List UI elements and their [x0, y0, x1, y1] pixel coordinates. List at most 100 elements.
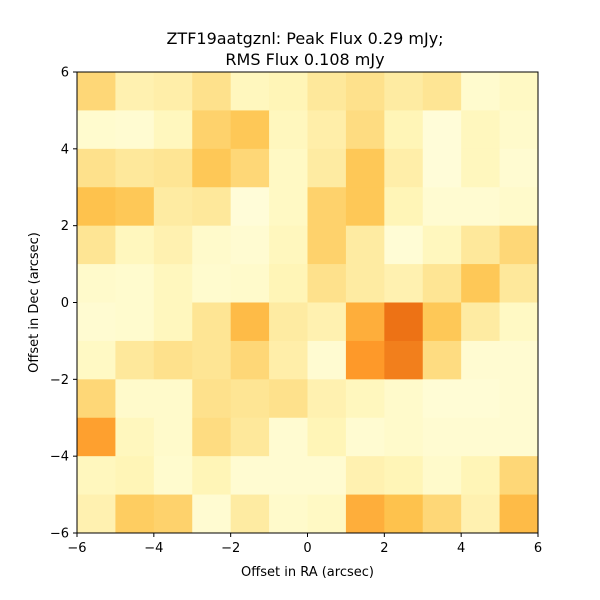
heatmap-cell: [499, 417, 539, 457]
y-tick-label: 6: [61, 66, 69, 81]
heatmap-cell: [192, 72, 232, 111]
heatmap-cell: [499, 225, 539, 265]
chart-title-line-1: ZTF19aatgznl: Peak Flux 0.29 mJy;: [166, 29, 443, 48]
heatmap-cell: [153, 148, 193, 188]
heatmap-cell: [153, 110, 193, 150]
heatmap-cell: [384, 148, 424, 188]
heatmap-cell: [230, 225, 270, 265]
heatmap-cell: [269, 264, 308, 303]
heatmap-cell: [384, 72, 424, 111]
heatmap-cell: [153, 187, 193, 227]
x-axis-label: Offset in RA (arcsec): [241, 565, 374, 580]
heatmap-cell: [115, 72, 155, 111]
heatmap-cell: [307, 340, 347, 380]
heatmap-cell: [345, 148, 385, 188]
heatmap-cell: [115, 494, 155, 534]
heatmap-cell: [384, 340, 424, 380]
heatmap-cell: [192, 456, 232, 496]
y-tick-label: 2: [61, 219, 69, 234]
heatmap-cell: [192, 264, 232, 303]
heatmap-cell: [422, 340, 462, 380]
heatmap-cell: [384, 379, 424, 419]
heatmap-cell: [77, 494, 116, 534]
heatmap-cell: [345, 72, 385, 111]
heatmap-cell: [345, 456, 385, 496]
heatmap-cell: [461, 340, 501, 380]
heatmap-cell: [461, 494, 501, 534]
y-tick-label: 0: [61, 296, 69, 311]
y-axis-ticks: −6 −4 −2 0 2 4 6: [50, 66, 77, 542]
heatmap-cell: [269, 187, 308, 227]
heatmap-cell: [230, 379, 270, 419]
heatmap-cell: [345, 379, 385, 419]
heatmap-cell: [384, 456, 424, 496]
heatmap-cell: [499, 110, 539, 150]
heatmap-cell: [499, 379, 539, 419]
heatmap-cell: [115, 340, 155, 380]
heatmap-cell: [269, 72, 308, 111]
y-tick-label: −2: [50, 373, 69, 388]
heatmap-cell: [115, 302, 155, 342]
heatmap-cell: [192, 340, 232, 380]
heatmap-cell: [345, 494, 385, 534]
heatmap-cell: [115, 379, 155, 419]
heatmap-cell: [384, 225, 424, 265]
heatmap-cell: [307, 110, 347, 150]
heatmap-cell: [230, 340, 270, 380]
heatmap-cell: [192, 187, 232, 227]
heatmap-cell: [269, 379, 308, 419]
heatmap-cell: [153, 456, 193, 496]
heatmap-cell: [77, 340, 116, 380]
heatmap-cell: [499, 187, 539, 227]
x-tick-label: −2: [221, 541, 240, 556]
heatmap-cell: [269, 417, 308, 457]
heatmap-cell: [115, 148, 155, 188]
heatmap-cell: [422, 456, 462, 496]
heatmap-cell: [461, 225, 501, 265]
heatmap-cell: [153, 302, 193, 342]
heatmap-cell: [153, 340, 193, 380]
heatmap-cells: [77, 72, 539, 534]
heatmap-cell: [230, 72, 270, 111]
heatmap-cell: [77, 379, 116, 419]
heatmap-cell: [269, 148, 308, 188]
heatmap-cell: [115, 417, 155, 457]
heatmap-cell: [307, 148, 347, 188]
heatmap-cell: [307, 264, 347, 303]
heatmap-cell: [461, 417, 501, 457]
heatmap-cell: [153, 417, 193, 457]
heatmap-cell: [345, 340, 385, 380]
heatmap-cell: [192, 148, 232, 188]
x-tick-label: 6: [534, 541, 542, 556]
heatmap-cell: [77, 264, 116, 303]
heatmap-cell: [153, 379, 193, 419]
heatmap-cell: [115, 110, 155, 150]
heatmap-cell: [422, 225, 462, 265]
heatmap-cell: [499, 340, 539, 380]
y-tick-label: 4: [61, 142, 69, 157]
heatmap-cell: [307, 225, 347, 265]
x-tick-label: 0: [303, 541, 311, 556]
heatmap-cell: [115, 187, 155, 227]
heatmap-cell: [461, 148, 501, 188]
heatmap-cell: [461, 187, 501, 227]
x-tick-label: 4: [457, 541, 465, 556]
y-tick-label: −4: [50, 450, 69, 465]
heatmap-cell: [422, 264, 462, 303]
heatmap-cell: [461, 456, 501, 496]
heatmap-cell: [269, 110, 308, 150]
heatmap-cell: [499, 494, 539, 534]
x-tick-label: −6: [67, 541, 86, 556]
heatmap-cell: [269, 225, 308, 265]
heatmap-cell: [230, 264, 270, 303]
heatmap-cell: [115, 264, 155, 303]
heatmap-cell: [384, 110, 424, 150]
heatmap-cell: [77, 187, 116, 227]
heatmap-cell: [115, 225, 155, 265]
heatmap-cell: [499, 264, 539, 303]
heatmap-cell: [77, 110, 116, 150]
heatmap-cell: [307, 72, 347, 111]
heatmap-cell: [230, 494, 270, 534]
chart-title-line-2: RMS Flux 0.108 mJy: [225, 50, 384, 69]
heatmap-cell: [269, 302, 308, 342]
